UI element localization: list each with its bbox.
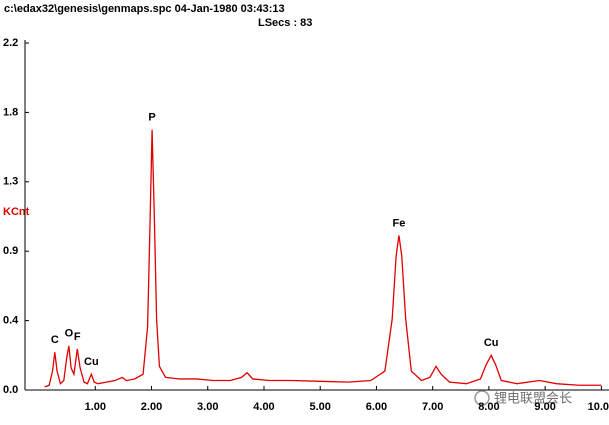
x-tick-label: 8.00: [478, 401, 499, 413]
x-tick-label: 9.00: [534, 401, 555, 413]
y-tick-label: 0.4: [3, 315, 19, 327]
y-tick-label: 1.8: [3, 106, 18, 118]
spectrum-line: [44, 129, 602, 388]
x-tick-label: 6.00: [366, 401, 387, 413]
y-tick-label: 0.0: [3, 384, 18, 396]
peak-label: Cu: [84, 356, 99, 368]
peak-label: C: [51, 334, 59, 346]
peak-label: O: [65, 328, 74, 340]
y-tick-label: 1.3: [3, 176, 18, 188]
x-tick-label: 1.00: [85, 401, 106, 413]
x-tick-label: 7.00: [422, 401, 443, 413]
watermark: 锂电联盟会长: [474, 390, 572, 406]
peak-label: F: [74, 331, 81, 343]
watermark-text: 锂电联盟会长: [494, 390, 572, 405]
peak-label: P: [148, 112, 155, 124]
x-tick-label: 2.00: [141, 401, 162, 413]
y-axis-label: KCnt: [3, 206, 30, 218]
y-tick-label: 2.2: [3, 37, 18, 49]
watermark-icon: [474, 390, 490, 406]
peak-label: Cu: [484, 337, 499, 349]
x-tick-label: 3.00: [197, 401, 218, 413]
peak-label: Fe: [393, 217, 406, 229]
x-tick-label: 4.00: [253, 401, 274, 413]
y-tick-label: 0.9: [3, 245, 18, 257]
x-tick-label: 5.00: [310, 401, 331, 413]
chart-subtitle: LSecs : 83: [258, 17, 312, 29]
chart-title: c:\edax32\genesis\genmaps.spc 04-Jan-198…: [4, 3, 285, 15]
x-tick-label: 10.00: [588, 401, 609, 413]
